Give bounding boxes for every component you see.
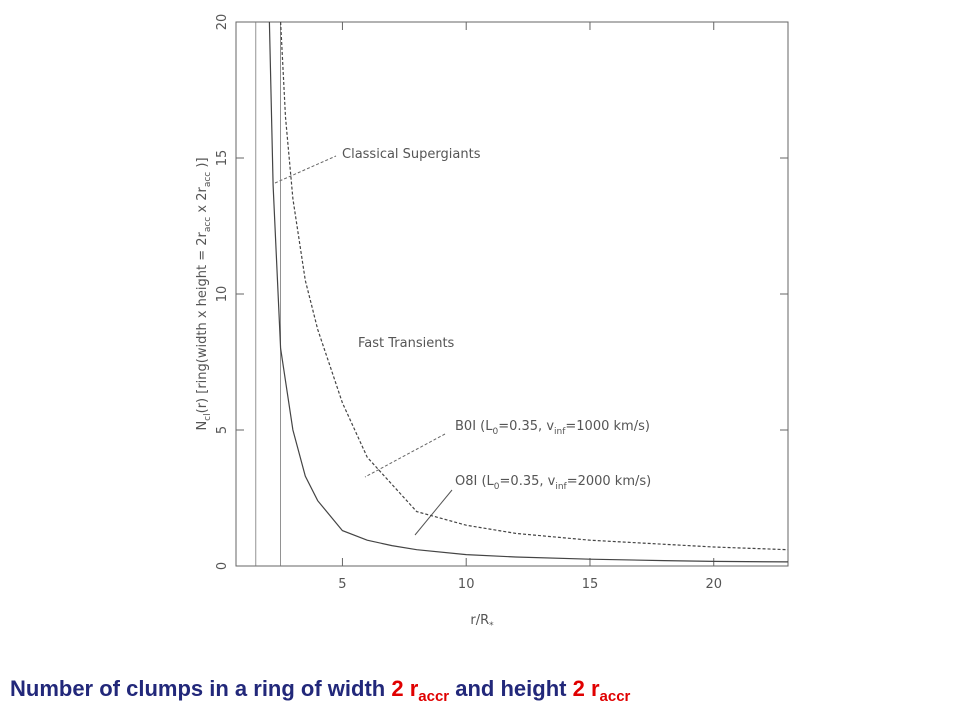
text-part: Fast Transients (358, 336, 455, 351)
subscript: acc (203, 172, 213, 187)
subscript: acc (203, 217, 213, 232)
y-tick-label: 20 (215, 14, 230, 31)
subscript: * (489, 621, 494, 631)
series-line (268, 22, 788, 563)
text-part: r/R (470, 613, 489, 628)
subscript: cl (203, 413, 213, 420)
subscript: inf (554, 427, 566, 437)
plot-area (268, 22, 788, 563)
caption-text: 2 r (391, 676, 419, 701)
text-part: =0.35, v (500, 474, 556, 489)
pointer (274, 155, 337, 184)
text-part: x 2r (195, 186, 210, 216)
caption-text: and height (449, 676, 573, 701)
annotation: B0I (L0=0.35, vinf=1000 km/s) (455, 419, 650, 437)
text-part: =0.35, v (498, 419, 554, 434)
text-part: )] (195, 157, 210, 171)
x-tick-label: 10 (458, 577, 475, 592)
pointer (414, 489, 453, 536)
text-part: B0I (L (455, 419, 493, 434)
subscript: 0 (494, 482, 500, 492)
caption-text: 2 raccr (391, 676, 449, 705)
chart: 5 10 15 20 0 5 10 15 20 r/R* Ncl(r) [ring(width x … (195, 14, 789, 631)
text-part: O8I (L (455, 474, 495, 489)
caption-sub: accr (599, 688, 631, 705)
series-line (280, 22, 788, 551)
x-axis-label: r/R* (470, 613, 494, 631)
pointer (364, 433, 446, 478)
subscript: inf (555, 482, 567, 492)
caption-sub: accr (418, 688, 450, 705)
text-part: =2000 km/s) (567, 474, 652, 489)
y-tick-label: 0 (215, 562, 230, 570)
x-tick-label: 20 (705, 577, 722, 592)
x-tick-label: 5 (338, 577, 346, 592)
caption: Number of clumps in a ring of width 2 ra… (10, 676, 630, 705)
y-axis-label: Ncl(r) [ring(width x height = 2racc x 2r… (195, 157, 213, 430)
annotation: Classical Supergiants (342, 147, 481, 162)
x-tick-label: 15 (582, 577, 599, 592)
text-part: =1000 km/s) (565, 419, 650, 434)
text-part: N (195, 421, 210, 431)
caption-text: 2 raccr (572, 676, 631, 705)
subscript: 0 (492, 427, 498, 437)
y-tick-label: 10 (215, 286, 230, 303)
caption-text: Number of clumps in a ring of width (10, 676, 392, 701)
annotation: Fast Transients (358, 336, 455, 351)
text-part: Classical Supergiants (342, 147, 481, 162)
caption-text: 2 r (572, 676, 600, 701)
text-part: (r) [ring(width x height = 2r (195, 231, 210, 413)
annotation: O8I (L0=0.35, vinf=2000 km/s) (455, 474, 651, 492)
y-tick-label: 15 (215, 150, 230, 167)
y-tick-label: 5 (215, 426, 230, 434)
